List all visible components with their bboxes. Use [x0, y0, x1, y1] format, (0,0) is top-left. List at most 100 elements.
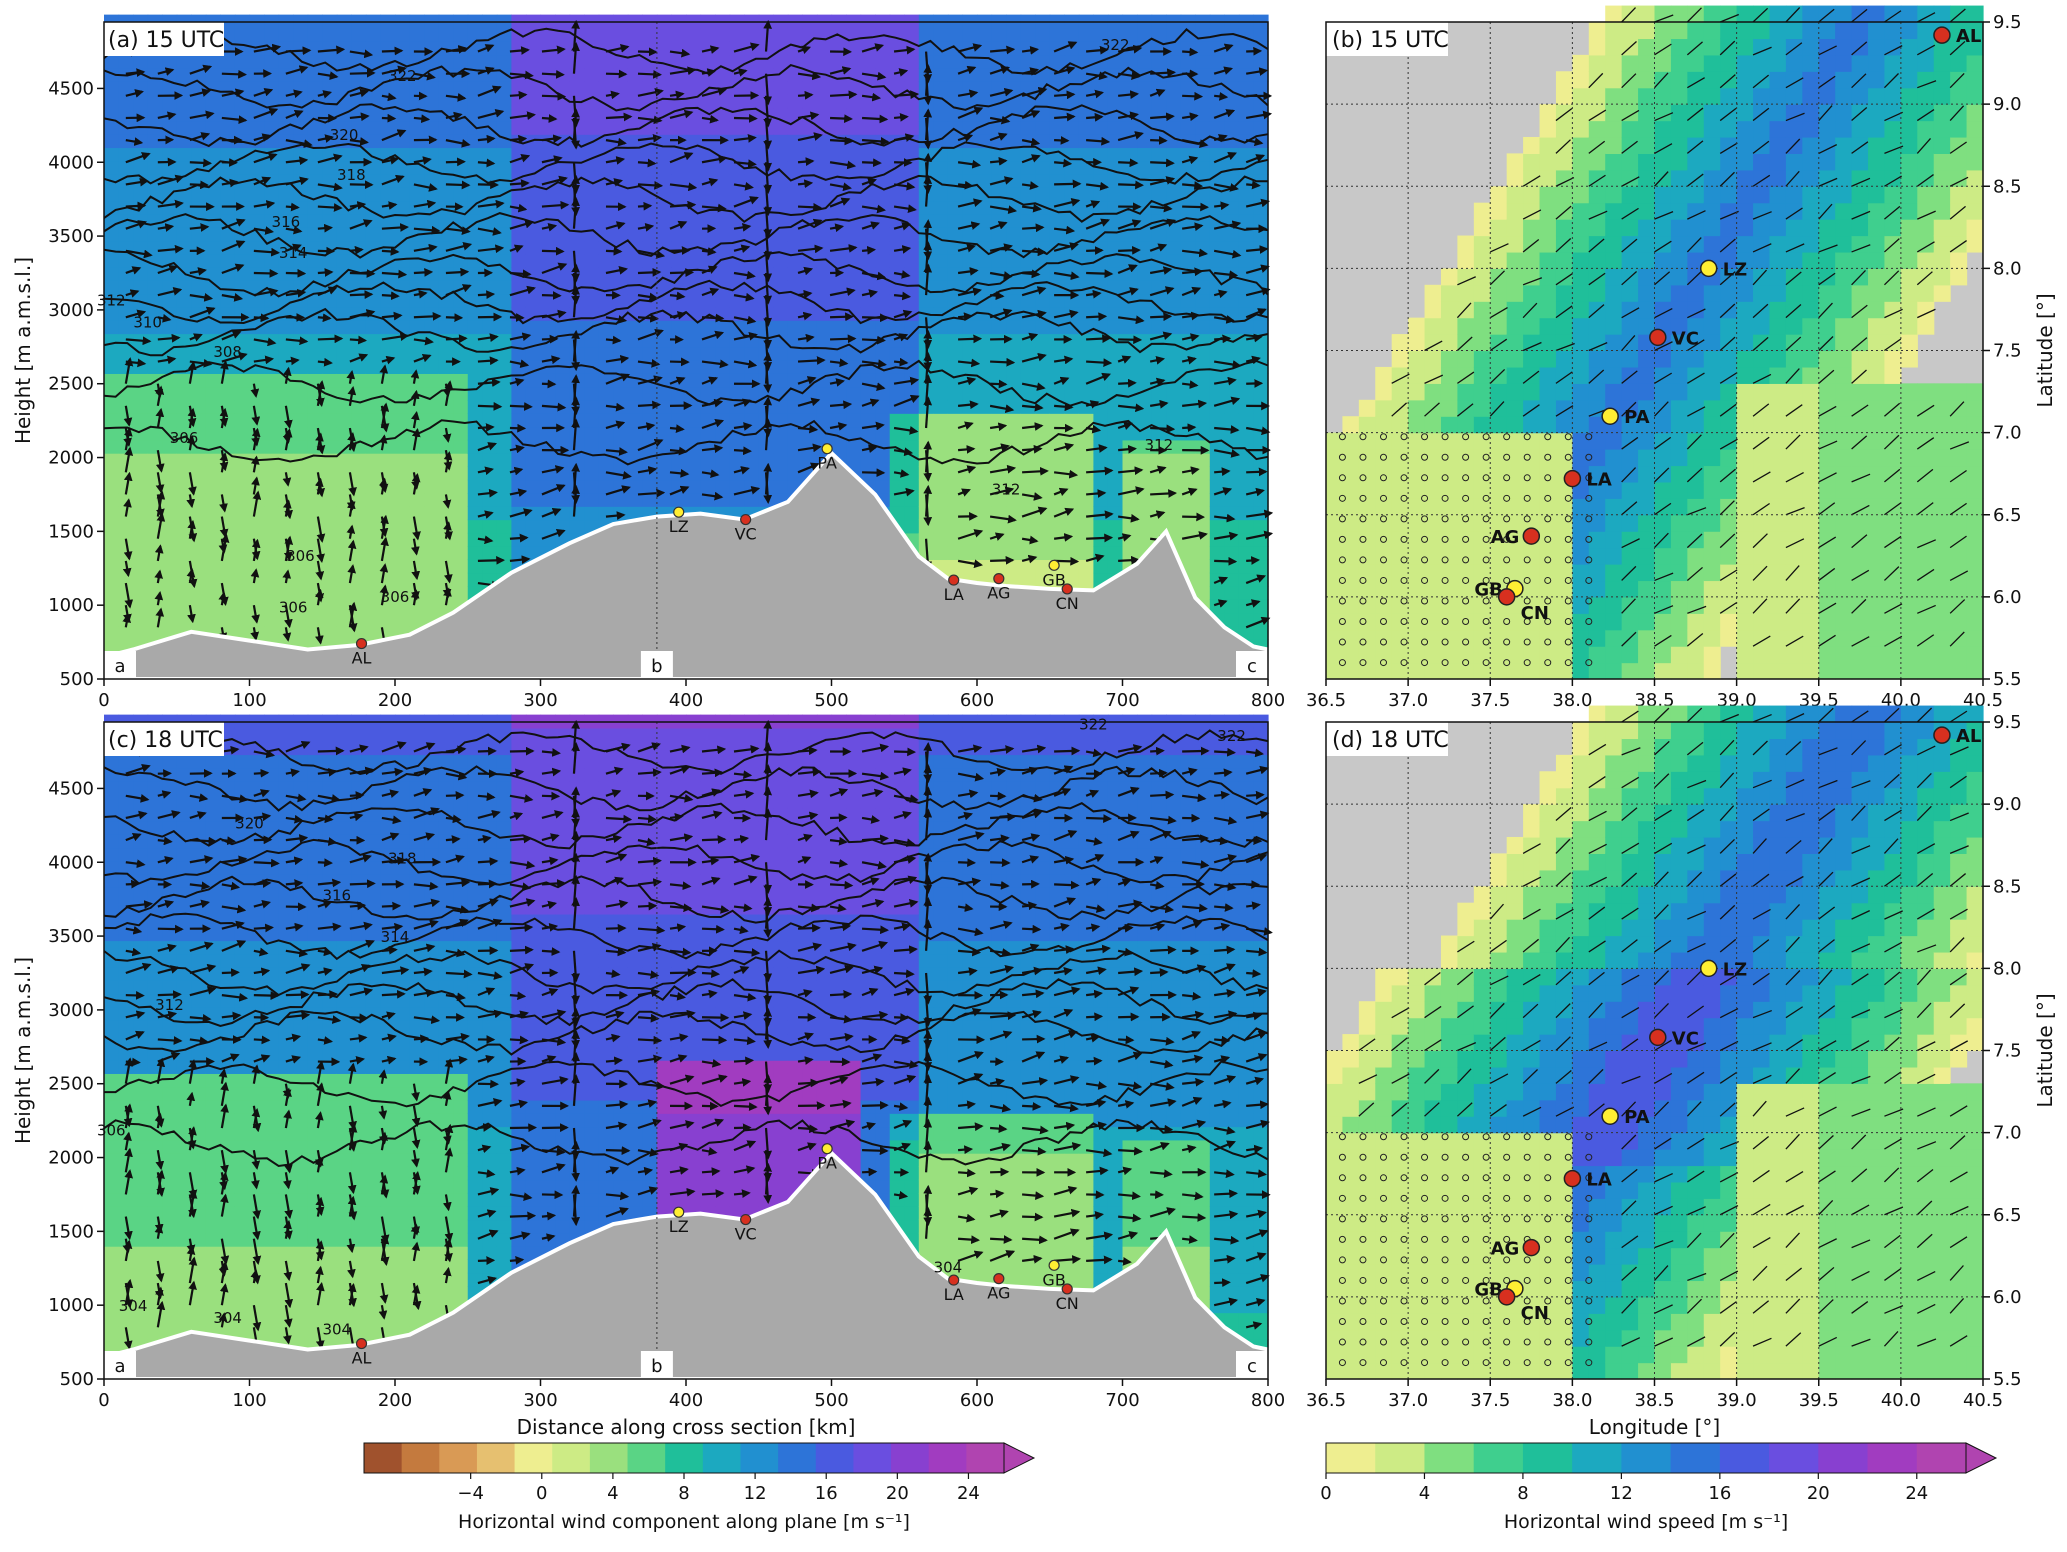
wind-cell	[104, 399, 120, 414]
wind-cell	[686, 160, 702, 175]
wind-arrow	[733, 446, 752, 456]
wind-cell	[889, 67, 905, 82]
wind-arrow	[829, 90, 858, 100]
wind-cell	[365, 320, 382, 335]
wind-cell	[104, 360, 120, 374]
wind-cell	[1006, 94, 1022, 109]
wind-cell	[496, 386, 512, 401]
site-marker	[948, 574, 960, 586]
wind-cell	[977, 546, 993, 561]
wind-cell	[977, 200, 993, 215]
wind-cell	[715, 360, 731, 374]
wind-cell	[133, 320, 149, 335]
wind-cell	[249, 27, 265, 42]
wind-cell	[278, 187, 294, 202]
wind-cell	[686, 54, 702, 69]
wind-cell	[1166, 453, 1182, 467]
wind-cell	[613, 81, 629, 95]
wind-cell	[278, 386, 294, 401]
wind-cell	[904, 54, 920, 69]
wind-cell	[162, 293, 178, 308]
wind-cell	[569, 479, 585, 494]
wind-cell	[336, 413, 352, 428]
wind-cell	[642, 426, 658, 441]
wind-cell	[1195, 227, 1211, 242]
wind-cell	[773, 81, 789, 95]
wind-cell	[875, 253, 891, 268]
wind-cell	[409, 399, 425, 414]
wind-cell	[1195, 360, 1211, 374]
wind-arrow	[862, 158, 882, 168]
wind-cell	[656, 360, 673, 374]
wind-cell	[293, 27, 309, 42]
wind-cell	[234, 413, 251, 428]
isentrope-label: 314	[279, 244, 308, 262]
wind-cell	[147, 81, 163, 95]
wind-cell	[249, 519, 265, 534]
wind-cell	[715, 160, 731, 175]
wind-cell	[773, 306, 789, 321]
x-tick-label: 0	[98, 690, 109, 711]
wind-cell	[627, 147, 643, 162]
wind-cell	[234, 373, 251, 388]
wind-arrow	[605, 246, 623, 256]
wind-cell	[729, 134, 745, 149]
wind-arrow	[989, 157, 1008, 166]
wind-cell	[773, 320, 789, 335]
wind-cell	[395, 466, 411, 481]
wind-arrow	[1182, 91, 1204, 101]
wind-cell	[540, 386, 556, 401]
wind-cell	[991, 227, 1007, 242]
site-label: LA	[944, 585, 964, 604]
wind-cell	[1049, 386, 1065, 401]
wind-cell	[933, 213, 949, 228]
wind-cell	[598, 54, 614, 69]
wind-cell	[816, 267, 833, 281]
wind-cell	[977, 240, 993, 255]
wind-arrow	[317, 334, 344, 344]
wind-arrow	[317, 357, 333, 367]
wind-arrow	[1086, 312, 1108, 322]
wind-cell	[249, 572, 265, 587]
wind-cell	[569, 41, 585, 56]
wind-arrow	[990, 357, 1016, 367]
wind-cell	[249, 386, 265, 401]
wind-cell	[642, 320, 658, 335]
wind-cell	[569, 492, 585, 507]
y-tick-label: 3000	[48, 300, 94, 321]
wind-cell	[977, 67, 993, 82]
wind-cell	[671, 200, 687, 215]
wind-cell	[1035, 213, 1051, 228]
site-marker	[821, 443, 833, 455]
wind-cell	[598, 413, 614, 428]
wind-cell	[598, 27, 614, 42]
wind-cell	[409, 373, 425, 388]
isentrope-label: 316	[272, 213, 301, 231]
wind-cell	[569, 386, 585, 401]
wind-cell	[1093, 346, 1109, 361]
wind-cell	[700, 120, 716, 135]
wind-cell	[656, 466, 673, 481]
wind-cell	[889, 54, 905, 69]
wind-cell	[1137, 360, 1153, 374]
wind-cell	[380, 120, 396, 135]
wind-cell	[584, 399, 600, 414]
wind-cell	[773, 293, 789, 308]
wind-cell	[1137, 267, 1153, 281]
wind-cell	[351, 413, 367, 428]
wind-cell	[1166, 386, 1182, 401]
wind-cell	[715, 174, 731, 188]
wind-cell	[904, 320, 920, 335]
wind-cell	[424, 559, 440, 574]
wind-cell	[1195, 280, 1211, 295]
wind-cell	[525, 227, 542, 242]
wind-cell	[104, 1153, 120, 1167]
wind-cell	[511, 492, 527, 507]
wind-cell	[1137, 399, 1153, 414]
wind-cell	[1137, 532, 1153, 547]
site-marker	[1048, 559, 1060, 571]
wind-cell	[176, 386, 192, 401]
wind-cell	[918, 27, 934, 42]
wind-cell	[104, 413, 120, 428]
wind-cell	[118, 453, 134, 467]
